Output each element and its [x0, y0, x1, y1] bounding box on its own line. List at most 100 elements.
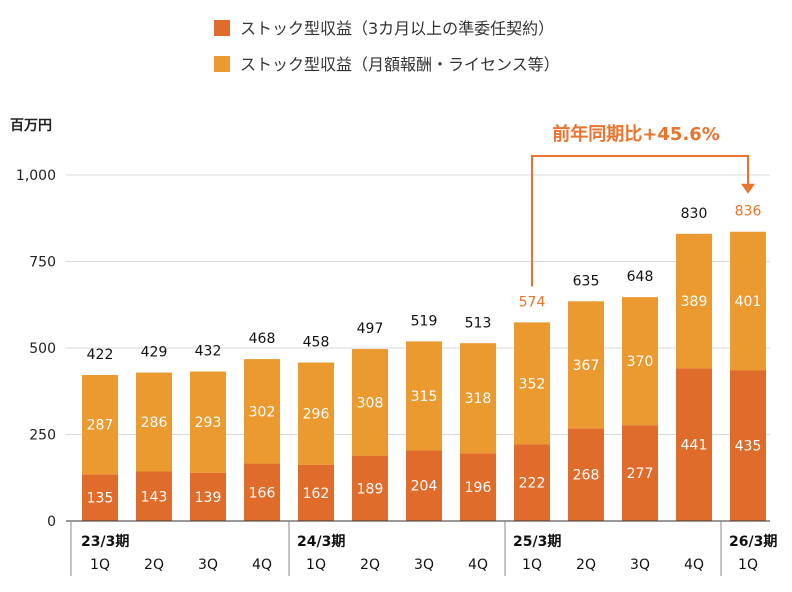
y-tick-label: 0	[47, 514, 56, 530]
bar-total-label: 422	[87, 347, 114, 363]
bar-segment-delegation	[190, 472, 226, 521]
bar-segment-delegation	[298, 464, 334, 521]
bar-value-label: 315	[411, 389, 438, 405]
bar-segment-delegation	[622, 425, 658, 521]
bar-segment-fees	[460, 343, 496, 454]
bar-segment-fees	[298, 362, 334, 465]
x-tick-label: 4Q	[684, 557, 704, 573]
bar-segment-delegation	[460, 453, 496, 521]
bar-segment-fees	[406, 341, 442, 451]
y-axis-ticks: 0 250 500 750 1,000	[16, 168, 56, 530]
x-axis: 23/3期 24/3期 25/3期 26/3期 1Q 2Q 3Q 4Q 1Q 2Q 3Q 4Q 1Q 2Q…	[66, 520, 777, 576]
yoy-annotation: 前年同期比+45.6%	[531, 123, 755, 287]
bar-value-label: 318	[465, 391, 492, 407]
bar-total-label: 513	[465, 316, 492, 332]
bar-value-label: 287	[87, 418, 114, 434]
bar-segment-fees	[190, 371, 226, 473]
x-tick-label: 2Q	[576, 557, 596, 573]
bar-segment-delegation	[676, 368, 712, 521]
bar-value-label: 277	[627, 466, 654, 482]
bar-total-label: 432	[195, 344, 222, 360]
bar-value-label: 367	[573, 358, 600, 374]
y-tick-label: 500	[29, 341, 56, 357]
bar-segment-delegation	[406, 450, 442, 521]
bar-segment-delegation	[352, 455, 388, 521]
bar-segment-fees	[352, 349, 388, 456]
legend-label: ストック型収益（3カ月以上の準委任契約）	[240, 19, 554, 38]
x-tick-label: 1Q	[90, 557, 110, 573]
x-tick-label: 2Q	[360, 557, 380, 573]
y-tick-label: 250	[29, 428, 56, 444]
bar-total-label: 635	[573, 273, 600, 289]
bar-segment-fees	[568, 301, 604, 429]
y-axis-unit-label: 百万円	[10, 118, 52, 134]
bar-segment-fees	[136, 372, 172, 472]
x-tick-label: 1Q	[306, 557, 326, 573]
bars: 135 287 422 143 286 429 139 293 432 166 302 468 162 2…	[82, 204, 766, 521]
bar-value-label: 389	[681, 294, 708, 310]
bar-value-label: 441	[681, 438, 708, 454]
bar-segment-delegation	[514, 444, 550, 521]
x-tick-label: 1Q	[738, 557, 758, 573]
bar-segment-fees	[622, 297, 658, 426]
bar-segment-fees	[730, 231, 766, 371]
x-tick-label: 1Q	[522, 557, 542, 573]
bar-total-label: 648	[627, 269, 654, 285]
bar-segment-delegation	[136, 471, 172, 521]
bar-total-label: 458	[303, 335, 330, 351]
bar-segment-fees	[514, 322, 550, 445]
bar-value-label: 308	[357, 395, 384, 411]
x-tick-label: 3Q	[630, 557, 650, 573]
period-label: 26/3期	[729, 534, 777, 550]
bar-segment-fees	[82, 374, 118, 475]
bar-total-label: 836	[735, 204, 762, 220]
bar-value-label: 139	[195, 490, 222, 506]
legend-swatch	[214, 20, 230, 36]
bar-segment-delegation	[730, 370, 766, 521]
bar-value-label: 135	[87, 491, 114, 507]
period-label: 23/3期	[81, 534, 129, 550]
bar-value-label: 166	[249, 485, 276, 501]
bar-total-label: 497	[357, 321, 384, 337]
bar-value-label: 435	[735, 439, 762, 455]
period-label: 24/3期	[297, 534, 345, 550]
x-tick-label: 4Q	[468, 557, 488, 573]
bar-value-label: 302	[249, 404, 276, 420]
bar-value-label: 204	[411, 479, 438, 495]
bar-total-label: 830	[681, 206, 708, 222]
bar-total-label: 519	[411, 313, 438, 329]
x-tick-label: 4Q	[252, 557, 272, 573]
bar-total-label: 429	[141, 345, 168, 361]
bar-value-label: 352	[519, 376, 546, 392]
bar-value-label: 189	[357, 481, 384, 497]
bar-value-label: 196	[465, 480, 492, 496]
bar-segment-delegation	[82, 474, 118, 521]
bar-value-label: 143	[141, 489, 168, 505]
legend-swatch	[214, 56, 230, 72]
bar-value-label: 401	[735, 294, 762, 310]
bar-segment-delegation	[568, 428, 604, 521]
bar-segment-delegation	[244, 463, 280, 521]
annotation-label: 前年同期比+45.6%	[552, 123, 720, 145]
y-tick-label: 1,000	[16, 168, 56, 184]
bar-value-label: 286	[141, 415, 168, 431]
x-tick-label: 3Q	[198, 557, 218, 573]
annotation-arrowhead	[741, 183, 755, 194]
bar-segment-fees	[676, 233, 712, 369]
annotation-bracket	[531, 155, 749, 287]
bar-total-label: 468	[249, 331, 276, 347]
bar-total-label: 574	[519, 294, 546, 310]
y-tick-label: 750	[29, 255, 56, 271]
x-tick-label: 2Q	[144, 557, 164, 573]
legend-label: ストック型収益（月額報酬・ライセンス等）	[240, 55, 560, 74]
bar-value-label: 370	[627, 354, 654, 370]
bar-value-label: 296	[303, 407, 330, 423]
bar-value-label: 268	[573, 468, 600, 484]
legend: ストック型収益（3カ月以上の準委任契約） ストック型収益（月額報酬・ライセンス等）	[214, 19, 560, 74]
x-tick-label: 3Q	[414, 557, 434, 573]
period-label: 25/3期	[513, 534, 561, 550]
bar-value-label: 222	[519, 476, 546, 492]
bar-value-label: 162	[303, 486, 330, 502]
bar-segment-fees	[244, 359, 280, 464]
